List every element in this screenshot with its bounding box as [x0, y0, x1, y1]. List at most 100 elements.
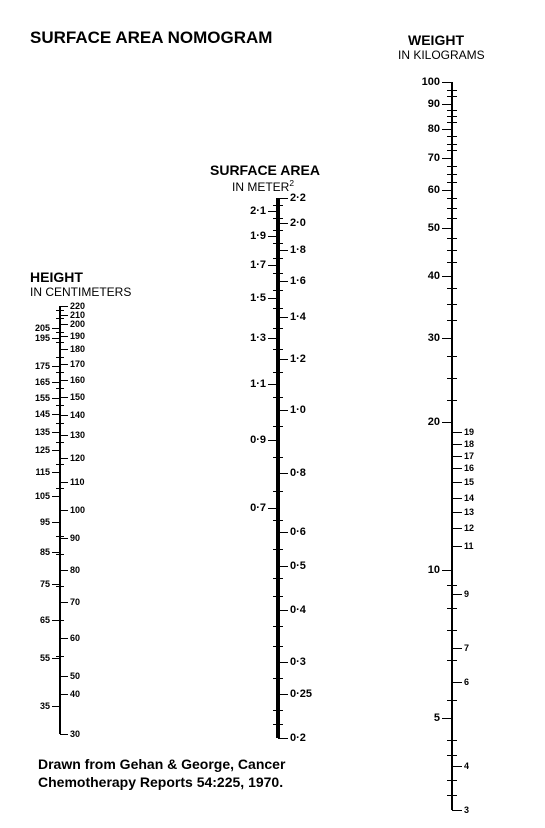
- weight-minor-tick: [452, 630, 457, 631]
- weight-tick: [452, 498, 462, 499]
- height-tick: [52, 706, 60, 707]
- height-tick: [52, 658, 60, 659]
- weight-tick-label: 100: [422, 76, 440, 88]
- weight-minor-tick: [452, 740, 457, 741]
- weight-tick-label: 40: [428, 270, 440, 282]
- weight-tick: [442, 338, 452, 339]
- weight-tick: [442, 228, 452, 229]
- weight-minor-tick: [452, 250, 457, 251]
- height-minor-tick: [60, 405, 64, 406]
- surface-minor-tick: [278, 243, 283, 244]
- weight-tick-label: 18: [464, 439, 474, 449]
- weight-tick-label: 7: [464, 643, 469, 653]
- surface-scale-subtitle: IN METER2: [232, 178, 294, 194]
- height-tick-label: 110: [70, 477, 85, 487]
- surface-tick: [268, 211, 278, 212]
- height-tick: [60, 734, 68, 735]
- weight-minor-tick: [452, 182, 457, 183]
- surface-scale-title: SURFACE AREA: [210, 162, 320, 178]
- surface-tick: [278, 281, 288, 282]
- height-minor-tick: [60, 342, 64, 343]
- weight-minor-tick: [452, 795, 457, 796]
- surface-tick-label: 0·5: [290, 560, 306, 572]
- surface-tick: [278, 473, 288, 474]
- height-tick: [52, 522, 60, 523]
- surface-minor-tick: [278, 724, 283, 725]
- weight-minor-tick: [452, 585, 457, 586]
- weight-minor-tick: [452, 166, 457, 167]
- height-tick-label: 30: [70, 729, 80, 739]
- weight-minor-tick: [452, 238, 457, 239]
- height-minor-tick: [60, 372, 64, 373]
- weight-tick-label: 19: [464, 427, 474, 437]
- height-tick-label: 65: [40, 615, 50, 625]
- height-minor-tick: [60, 488, 64, 489]
- surface-tick-label: 1·9: [250, 230, 266, 242]
- surface-tick: [278, 566, 288, 567]
- surface-tick: [268, 298, 278, 299]
- surface-tick-label: 0·9: [250, 434, 266, 446]
- height-tick-label: 155: [35, 393, 50, 403]
- height-tick: [60, 510, 68, 511]
- height-tick: [52, 382, 60, 383]
- surface-tick-label: 1·0: [290, 404, 306, 416]
- height-tick: [60, 602, 68, 603]
- surface-tick: [278, 223, 288, 224]
- height-tick-label: 50: [70, 671, 80, 681]
- weight-tick-label: 50: [428, 222, 440, 234]
- surface-tick-label: 0·7: [250, 502, 266, 514]
- weight-minor-tick: [452, 356, 457, 357]
- weight-minor-tick: [452, 288, 457, 289]
- surface-tick-label: 2·1: [250, 205, 266, 217]
- height-tick-label: 115: [35, 467, 50, 477]
- weight-scale-title: WEIGHT: [408, 32, 464, 48]
- height-minor-tick: [60, 357, 64, 358]
- weight-minor-tick: [452, 780, 457, 781]
- weight-minor-tick: [452, 320, 457, 321]
- weight-tick: [452, 546, 462, 547]
- surface-tick-label: 0·3: [290, 656, 306, 668]
- surface-tick: [278, 532, 288, 533]
- height-minor-tick: [60, 310, 64, 311]
- weight-minor-tick: [452, 208, 457, 209]
- height-tick: [60, 638, 68, 639]
- height-tick: [52, 398, 60, 399]
- height-tick-label: 95: [40, 517, 50, 527]
- height-tick-label: 60: [70, 633, 80, 643]
- surface-tick-label: 1·3: [250, 332, 266, 344]
- weight-tick: [442, 570, 452, 571]
- surface-tick: [268, 440, 278, 441]
- height-tick-label: 170: [70, 359, 85, 369]
- weight-tick-label: 80: [428, 123, 440, 135]
- surface-tick-label: 1·6: [290, 275, 306, 287]
- height-tick-label: 140: [70, 410, 85, 420]
- height-tick: [60, 364, 68, 365]
- weight-tick-label: 9: [464, 589, 469, 599]
- height-tick-label: 190: [70, 331, 85, 341]
- height-tick: [60, 397, 68, 398]
- weight-tick: [452, 512, 462, 513]
- surface-minor-tick: [278, 205, 283, 206]
- height-tick: [60, 538, 68, 539]
- height-tick: [60, 482, 68, 483]
- height-tick-label: 70: [70, 597, 80, 607]
- surface-minor-tick: [278, 218, 283, 219]
- surface-tick: [278, 250, 288, 251]
- height-tick-label: 85: [40, 547, 50, 557]
- height-tick-label: 130: [70, 430, 85, 440]
- surface-tick: [268, 265, 278, 266]
- height-tick-label: 165: [35, 377, 50, 387]
- weight-tick: [442, 104, 452, 105]
- weight-minor-tick: [452, 700, 457, 701]
- height-tick: [52, 432, 60, 433]
- weight-tick: [442, 422, 452, 423]
- weight-minor-tick: [452, 96, 457, 97]
- weight-tick-label: 3: [464, 805, 469, 815]
- weight-minor-tick: [452, 174, 457, 175]
- weight-minor-tick: [452, 90, 457, 91]
- surface-axis: [276, 198, 280, 738]
- surface-tick-label: 0·8: [290, 467, 306, 479]
- height-tick-label: 105: [35, 491, 50, 501]
- height-tick: [52, 328, 60, 329]
- height-tick: [60, 676, 68, 677]
